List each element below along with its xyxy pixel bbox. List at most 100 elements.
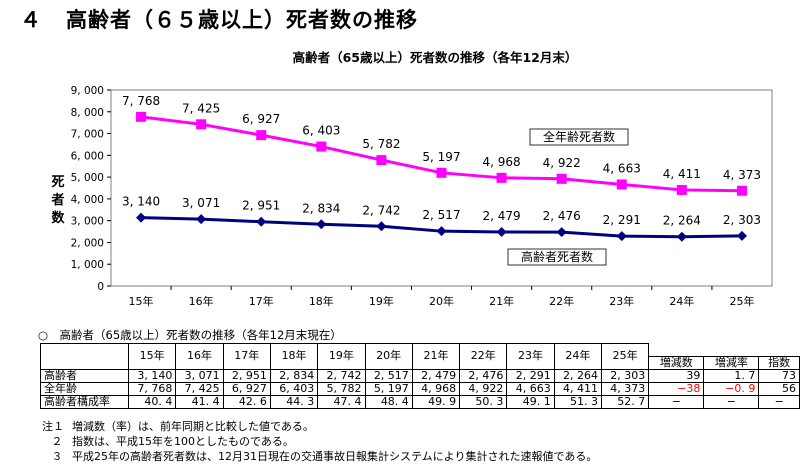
x-tick-label: 20年 (429, 294, 454, 308)
plot-frame (110, 89, 773, 287)
data-label: 3, 140 (122, 195, 160, 209)
data-label: 7, 425 (182, 101, 220, 115)
table-cell: 49. 1 (506, 394, 555, 409)
y-tick-label: 9, 000 (71, 85, 104, 97)
table-year-header: 16年 (175, 343, 224, 370)
table-header-row: 15年 16年 17年 18年 19年 20年 21年 22年 23年 24年 25年 (39, 343, 800, 370)
series-callout-elderly: 高齢者死者数 (507, 248, 607, 266)
table-extra-cell: 1. 7 (703, 368, 760, 383)
table-cell: 40. 4 (128, 394, 177, 409)
table-year-header: 20年 (364, 343, 413, 370)
table-extra-cell: − (648, 394, 705, 409)
data-label: 3, 071 (182, 196, 220, 210)
table-row: 全年齢 7, 768 7, 425 6, 927 6, 403 5, 782 5, 197 4… (39, 381, 800, 396)
table-row: 高齢者構成率 40. 4 41. 4 42. 6 44. 3 47. 4 48. 4 49. … (39, 394, 800, 409)
y-tick-label: 3, 000 (71, 216, 104, 228)
table-cell: 6, 927 (222, 381, 271, 396)
table-cell: 2, 834 (269, 368, 319, 383)
table-cell: 2, 479 (411, 368, 461, 383)
table-cell: 4, 663 (506, 381, 555, 396)
series-0: 7, 768 7, 425 6, 927 6, 403 5, 782 5, 197 4, 9… (122, 94, 761, 196)
page-heading: ４ 高齢者（６５歳以上）死者数の推移 (20, 4, 418, 34)
data-point (376, 155, 387, 166)
data-point (616, 231, 627, 242)
table-caption: ○ 高齢者（65歳以上）死者数の推移（各年12月末現在） (38, 328, 342, 342)
x-tick-label: 22年 (549, 294, 574, 308)
table-cell: 7, 768 (128, 381, 177, 396)
table-extra-header: 増減数 (648, 355, 705, 370)
data-label: 5, 782 (362, 137, 400, 151)
series-1: 3, 140 3, 071 2, 951 2, 834 2, 742 2, 517 2, 4… (122, 195, 761, 242)
chart-title: 高齢者（65歳以上）死者数の推移（各年12月末） (293, 50, 578, 65)
data-label: 2, 834 (302, 201, 340, 215)
table-cell: 4, 373 (600, 381, 650, 396)
y-tick-label: 8, 000 (71, 107, 104, 119)
y-tick-label: 6, 000 (71, 150, 104, 162)
table-corner-cell (39, 343, 130, 370)
x-tick-label: 21年 (489, 294, 514, 308)
callout-label: 全年齢死者数 (543, 129, 615, 144)
table-cell: 4, 411 (553, 381, 603, 396)
data-label: 2, 291 (603, 213, 641, 227)
x-tick-label: 25年 (729, 294, 754, 308)
table-cell: 49. 9 (411, 394, 461, 409)
callout-box (529, 128, 629, 146)
data-point (436, 167, 447, 178)
table-cell: 2, 742 (317, 368, 366, 383)
table-year-header: 18年 (269, 343, 319, 370)
table-cell: 52. 7 (600, 394, 650, 409)
table-extra-cell: − (703, 394, 760, 409)
heading-text: 高齢者（６５歳以上）死者数の推移 (66, 8, 418, 32)
table-cell: 2, 476 (459, 368, 508, 383)
table-cell: 2, 951 (222, 368, 271, 383)
table-year-header: 24年 (553, 343, 603, 370)
table-extra-cell: −38 (648, 381, 705, 396)
data-point (316, 219, 327, 230)
table-cell: 3, 140 (128, 368, 177, 383)
table-year-header: 19年 (317, 343, 366, 370)
data-label: 4, 411 (663, 167, 701, 181)
table-cell: 4, 922 (459, 381, 508, 396)
data-point (676, 231, 687, 242)
data-label: 2, 303 (723, 213, 761, 227)
x-tick-label: 19年 (369, 294, 394, 308)
table-cell: 6, 403 (269, 381, 319, 396)
data-point (196, 119, 207, 130)
data-point (136, 212, 147, 223)
data-point (736, 230, 747, 241)
y-tick-label: 1, 000 (71, 259, 104, 271)
data-label: 2, 951 (242, 199, 280, 213)
y-tick-label: 5, 000 (71, 172, 104, 184)
table-header-row-2: 増減数 増減率 指数 (41, 355, 800, 370)
table-cell: 48. 4 (364, 394, 413, 409)
table-cell: 42. 6 (222, 394, 271, 409)
data-point (436, 226, 447, 237)
data-point (736, 185, 747, 196)
x-tick-label: 23年 (609, 294, 634, 308)
data-label: 2, 742 (362, 203, 400, 217)
data-label: 4, 968 (483, 155, 521, 169)
y-tick-label: 2, 000 (71, 237, 104, 249)
data-label: 2, 479 (483, 209, 521, 223)
note-2: ２ 指数は、平成15年を100としたものである。 (51, 435, 294, 448)
data-point (256, 216, 267, 227)
table-row-label: 高齢者構成率 (39, 394, 130, 409)
y-axis-label-char: 者 (50, 192, 64, 208)
y-tick-label: 0 (97, 281, 104, 293)
table-extra-header: 増減率 (703, 355, 760, 370)
callout-label: 高齢者死者数 (521, 249, 593, 264)
heading-number: ４ (20, 8, 42, 32)
data-point (616, 179, 627, 190)
data-point (496, 172, 507, 183)
table-cell: 4, 968 (411, 381, 461, 396)
table-year-header: 21年 (411, 343, 461, 370)
table-cell: 2, 264 (553, 368, 603, 383)
x-tick-label: 17年 (249, 294, 274, 308)
data-label: 6, 927 (242, 112, 280, 126)
x-tick-label: 24年 (669, 294, 694, 308)
data-point (676, 184, 687, 195)
note-3: ３ 平成25年の高齢者死者数は、12月31日現在の交通事故日報集計システムにより集… (51, 450, 598, 463)
y-tick-label: 7, 000 (71, 129, 104, 141)
y-tick-label: 4, 000 (71, 194, 104, 206)
table-spacer-cell (648, 343, 704, 357)
